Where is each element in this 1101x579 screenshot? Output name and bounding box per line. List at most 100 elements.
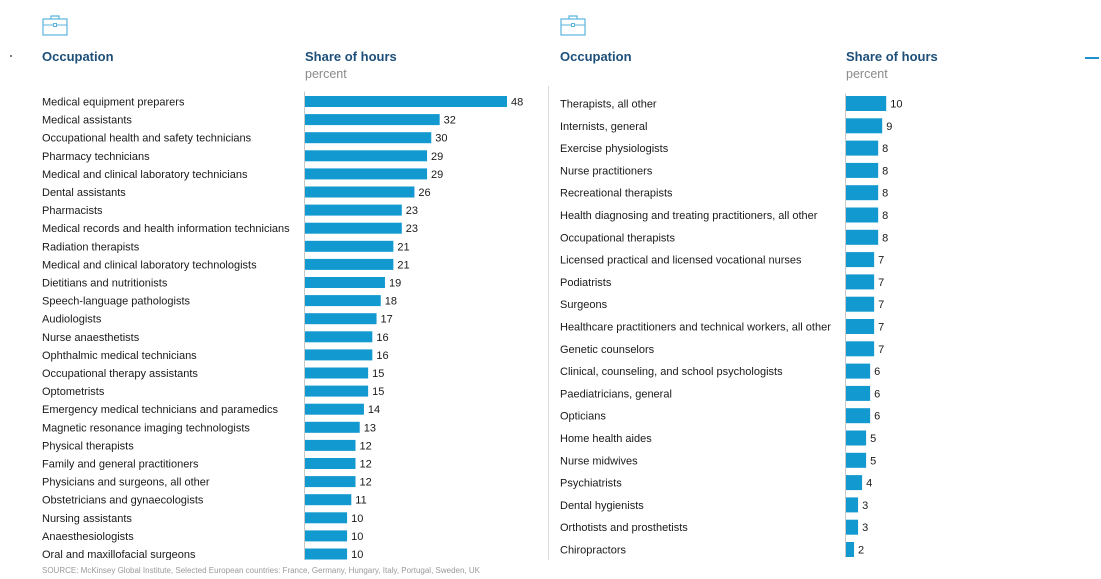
category-label: Nurse anaesthetists xyxy=(42,332,140,344)
category-label: Psychiatrists xyxy=(560,478,622,490)
bar xyxy=(846,252,875,268)
category-label: Oral and maxillofacial surgeons xyxy=(42,549,196,560)
value-label: 3 xyxy=(862,522,868,534)
value-label: 14 xyxy=(368,404,380,416)
category-label: Physicians and surgeons, all other xyxy=(42,477,210,489)
occupation-header: Occupation xyxy=(560,49,632,64)
bar xyxy=(305,277,385,288)
bar xyxy=(305,458,356,469)
share-of-hours-header: Share of hours xyxy=(305,49,397,64)
value-label: 12 xyxy=(360,477,372,489)
value-label: 15 xyxy=(372,386,384,398)
bar xyxy=(846,296,875,312)
category-label: Medical records and health information t… xyxy=(42,223,290,235)
value-label: 8 xyxy=(882,143,888,155)
category-label: Anaesthesiologists xyxy=(42,531,134,543)
category-label: Nurse midwives xyxy=(560,455,638,467)
bar xyxy=(846,452,867,468)
value-label: 10 xyxy=(351,531,363,543)
bar xyxy=(846,274,875,290)
category-label: Dental hygienists xyxy=(560,500,644,512)
left-bar-chart: Medical equipment preparers 48 Medical ass… xyxy=(42,91,523,560)
left-chart-panel: Occupation Share of hours percent Medica… xyxy=(0,0,548,560)
category-label: Medical equipment preparers xyxy=(42,97,185,109)
category-label: Family and general practitioners xyxy=(42,459,199,471)
category-label: Home health aides xyxy=(560,433,652,445)
value-label: 21 xyxy=(397,241,409,253)
value-label: 7 xyxy=(878,322,884,334)
corner-dash xyxy=(1085,57,1099,59)
bar xyxy=(846,319,875,334)
value-label: 23 xyxy=(406,205,418,217)
value-label: 21 xyxy=(397,259,409,271)
briefcase-icon xyxy=(42,15,68,36)
category-label: Physical therapists xyxy=(42,440,134,452)
value-label: 7 xyxy=(878,255,884,267)
share-of-hours-header: Share of hours xyxy=(846,49,938,64)
category-label: Audiologists xyxy=(42,314,102,326)
value-label: 29 xyxy=(431,151,443,163)
bar xyxy=(305,530,348,542)
value-label: 19 xyxy=(389,278,401,290)
value-label: 8 xyxy=(882,188,888,200)
category-label: Medical assistants xyxy=(42,115,132,127)
category-label: Dietitians and nutritionists xyxy=(42,278,168,290)
bar xyxy=(846,229,879,245)
bar xyxy=(305,168,428,180)
bar xyxy=(846,363,871,379)
category-label: Optometrists xyxy=(42,386,105,398)
value-label: 5 xyxy=(870,455,876,467)
bar xyxy=(305,258,394,270)
bar xyxy=(305,96,507,107)
bar xyxy=(305,313,377,325)
bar xyxy=(305,204,402,216)
bar xyxy=(305,385,369,397)
bar xyxy=(305,331,373,343)
category-label: Genetic counselors xyxy=(560,344,655,356)
value-label: 29 xyxy=(431,169,443,181)
value-label: 13 xyxy=(364,422,376,434)
value-label: 10 xyxy=(351,513,363,525)
percent-unit-label: percent xyxy=(305,67,347,81)
value-label: 26 xyxy=(418,187,430,199)
bar xyxy=(846,140,879,156)
category-label: Opticians xyxy=(560,411,606,423)
briefcase-icon xyxy=(560,15,586,36)
bar xyxy=(305,349,373,361)
value-label: 15 xyxy=(372,368,384,380)
value-label: 6 xyxy=(874,366,880,378)
value-label: 16 xyxy=(376,350,388,362)
category-label: Emergency medical technicians and parame… xyxy=(42,404,279,416)
category-label: Ophthalmic medical technicians xyxy=(42,350,197,362)
category-label: Exercise physiologists xyxy=(560,143,669,155)
bar xyxy=(846,475,863,491)
value-label: 16 xyxy=(376,332,388,344)
category-label: Obstetricians and gynaecologists xyxy=(42,495,204,507)
value-label: 10 xyxy=(890,99,902,111)
category-label: Pharmacy technicians xyxy=(42,151,150,163)
category-label: Occupational therapists xyxy=(560,232,675,244)
category-label: Chiropractors xyxy=(560,545,627,557)
category-label: Occupational health and safety technicia… xyxy=(42,133,252,145)
category-label: Recreational therapists xyxy=(560,188,673,200)
bar xyxy=(305,439,356,451)
stray-dot xyxy=(10,55,12,57)
value-label: 6 xyxy=(874,411,880,423)
bar xyxy=(305,512,348,524)
bar xyxy=(305,222,402,234)
bar xyxy=(846,118,883,134)
category-label: Speech-language pathologists xyxy=(42,296,191,308)
value-label: 7 xyxy=(878,277,884,289)
category-label: Dental assistants xyxy=(42,187,126,199)
value-label: 12 xyxy=(360,440,372,452)
bar xyxy=(305,114,440,126)
value-label: 9 xyxy=(886,121,892,133)
category-label: Clinical, counseling, and school psychol… xyxy=(560,366,783,378)
value-label: 5 xyxy=(870,433,876,445)
category-label: Magnetic resonance imaging technologists xyxy=(42,422,250,434)
bar xyxy=(846,341,875,357)
category-label: Nurse practitioners xyxy=(560,165,653,177)
value-label: 23 xyxy=(406,223,418,235)
value-label: 10 xyxy=(351,549,363,560)
value-label: 11 xyxy=(355,495,366,507)
